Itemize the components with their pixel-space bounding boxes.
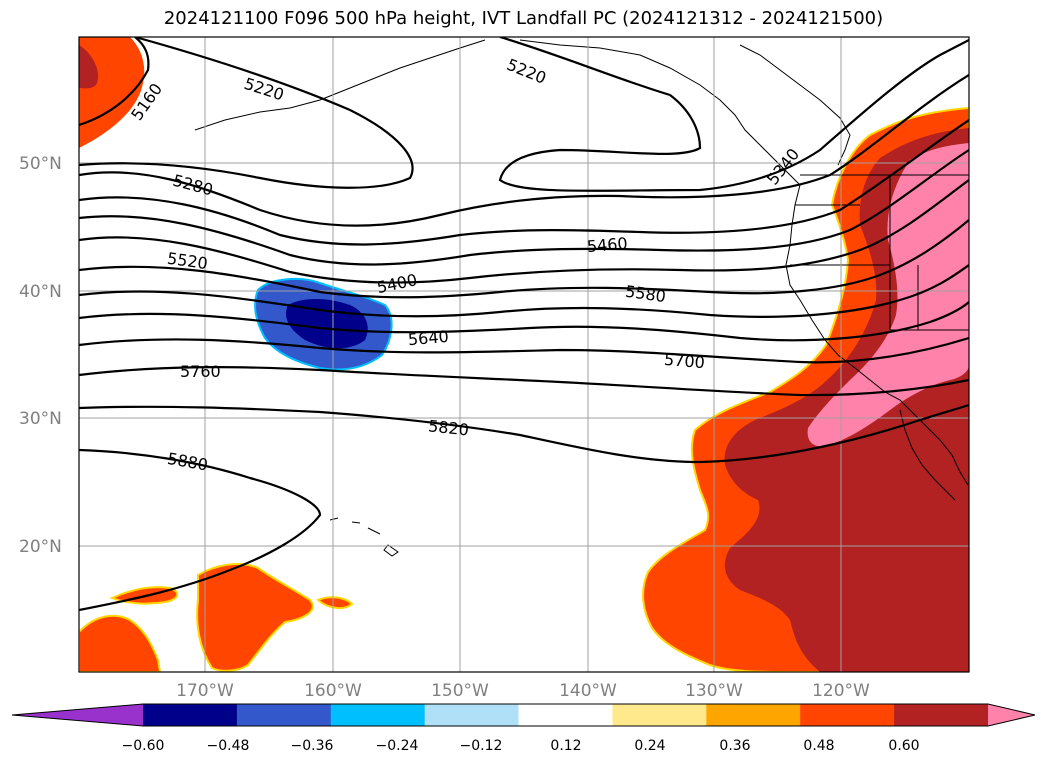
map-frame [78, 36, 970, 673]
lat-label-50n: 50°N [19, 154, 62, 174]
colorbar-segment [894, 704, 989, 726]
contour-label-5760: 5760 [180, 362, 221, 381]
colorbar-segment [518, 704, 613, 726]
colorbar-segment [706, 704, 801, 726]
colorbar-segment [612, 704, 707, 726]
lon-label-160w: 160°W [304, 681, 362, 701]
contour-label-5460: 5460 [586, 234, 628, 256]
colorbar-tick: −0.36 [291, 738, 334, 754]
alaska-coast [194, 39, 801, 186]
colorbar-tick: −0.48 [207, 738, 250, 754]
colorbar-segments [143, 704, 989, 726]
shade-nw-core [79, 45, 99, 89]
shade-south-patch-4 [316, 596, 354, 610]
colorbar-segment [236, 704, 332, 726]
colorbar: −0.60 −0.48 −0.36 −0.24 −0.12 0.12 0.24 … [11, 703, 1036, 754]
hawaii-islands [329, 517, 399, 557]
latitude-labels: 50°N 40°N 30°N 20°N [19, 154, 62, 557]
colorbar-segment [330, 704, 426, 726]
shade-south-patch-2 [79, 614, 162, 672]
colorbar-outline [11, 703, 1036, 727]
lon-label-150w: 150°W [431, 681, 489, 701]
colorbar-tick: 0.24 [634, 738, 665, 754]
colorbar-tick: 0.36 [719, 738, 750, 754]
colorbar-extend-left [12, 704, 143, 726]
contour-label-5700: 5700 [663, 350, 705, 372]
baja-coast [899, 409, 956, 501]
colorbar-tick: −0.24 [376, 738, 419, 754]
colorbar-tick: 0.12 [550, 738, 581, 754]
shade-negative-core [285, 298, 368, 349]
shade-south-patch-1 [196, 563, 314, 672]
colorbar-tick: −0.60 [122, 738, 165, 754]
longitude-labels: 170°W 160°W 150°W 140°W 130°W 120°W [176, 681, 870, 701]
colorbar-segment [143, 704, 238, 726]
colorbar-extend-right [988, 704, 1035, 726]
map-title: 2024121100 F096 500 hPa height, IVT Land… [163, 8, 884, 29]
lon-label-130w: 130°W [685, 681, 743, 701]
colorbar-tick: −0.12 [460, 738, 503, 754]
shade-east-max [807, 143, 969, 447]
lon-label-140w: 140°W [559, 681, 617, 701]
map-plot-area: 5160 5220 5220 5280 5340 5400 5460 5520 … [79, 37, 969, 672]
colorbar-tick: 0.60 [888, 738, 919, 754]
colorbar-tick-labels: −0.60 −0.48 −0.36 −0.24 −0.12 0.12 0.24 … [122, 738, 920, 754]
contour-label-5820: 5820 [427, 416, 469, 439]
colorbar-segment [800, 704, 895, 726]
colorbar-tick: 0.48 [803, 738, 834, 754]
lat-label-30n: 30°N [19, 409, 62, 429]
shading-layer [79, 37, 969, 672]
bc-coast [739, 44, 851, 166]
lat-label-20n: 20°N [19, 537, 62, 557]
lon-label-170w: 170°W [176, 681, 234, 701]
contour-label-5640: 5640 [407, 327, 449, 349]
lon-label-120w: 120°W [812, 681, 870, 701]
coastline-layer [194, 39, 969, 557]
height-contours [79, 37, 969, 612]
lat-label-40n: 40°N [19, 282, 62, 302]
colorbar-segment [424, 704, 520, 726]
